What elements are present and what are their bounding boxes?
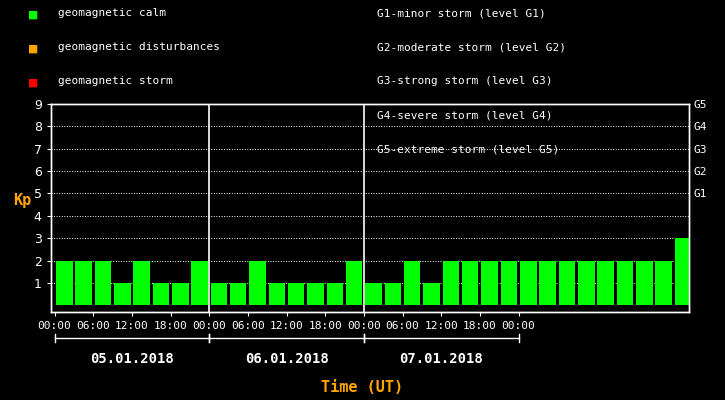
Bar <box>539 260 556 305</box>
Bar <box>153 283 169 305</box>
Bar <box>404 260 420 305</box>
Bar <box>655 260 672 305</box>
Bar <box>462 260 478 305</box>
Bar <box>269 283 285 305</box>
Text: ■: ■ <box>29 8 38 22</box>
Bar <box>230 283 247 305</box>
Bar <box>114 283 130 305</box>
Bar <box>636 260 653 305</box>
Bar <box>501 260 517 305</box>
Text: G2-moderate storm (level G2): G2-moderate storm (level G2) <box>377 42 566 52</box>
Bar <box>578 260 594 305</box>
Bar <box>327 283 343 305</box>
Y-axis label: Kp: Kp <box>14 193 32 208</box>
Bar <box>288 283 304 305</box>
Text: geomagnetic disturbances: geomagnetic disturbances <box>58 42 220 52</box>
Text: 07.01.2018: 07.01.2018 <box>399 352 483 366</box>
Bar <box>172 283 188 305</box>
Bar <box>191 260 208 305</box>
Text: geomagnetic storm: geomagnetic storm <box>58 76 173 86</box>
Bar <box>597 260 614 305</box>
Text: ■: ■ <box>29 42 38 56</box>
Bar <box>559 260 575 305</box>
Text: ■: ■ <box>29 76 38 90</box>
Text: G4-severe storm (level G4): G4-severe storm (level G4) <box>377 110 552 120</box>
Text: G5-extreme storm (level G5): G5-extreme storm (level G5) <box>377 144 559 154</box>
Text: geomagnetic calm: geomagnetic calm <box>58 8 166 18</box>
Bar <box>211 283 227 305</box>
Bar <box>346 260 362 305</box>
Bar <box>365 283 382 305</box>
Bar <box>520 260 536 305</box>
Bar <box>307 283 324 305</box>
Text: Time (UT): Time (UT) <box>321 380 404 395</box>
Bar <box>443 260 459 305</box>
Bar <box>423 283 440 305</box>
Bar <box>95 260 111 305</box>
Bar <box>617 260 633 305</box>
Text: G3-strong storm (level G3): G3-strong storm (level G3) <box>377 76 552 86</box>
Text: G1-minor storm (level G1): G1-minor storm (level G1) <box>377 8 546 18</box>
Bar <box>56 260 72 305</box>
Bar <box>675 238 691 305</box>
Bar <box>385 283 401 305</box>
Bar <box>133 260 150 305</box>
Bar <box>481 260 498 305</box>
Text: 05.01.2018: 05.01.2018 <box>90 352 174 366</box>
Bar <box>75 260 92 305</box>
Bar <box>249 260 266 305</box>
Text: 06.01.2018: 06.01.2018 <box>245 352 328 366</box>
